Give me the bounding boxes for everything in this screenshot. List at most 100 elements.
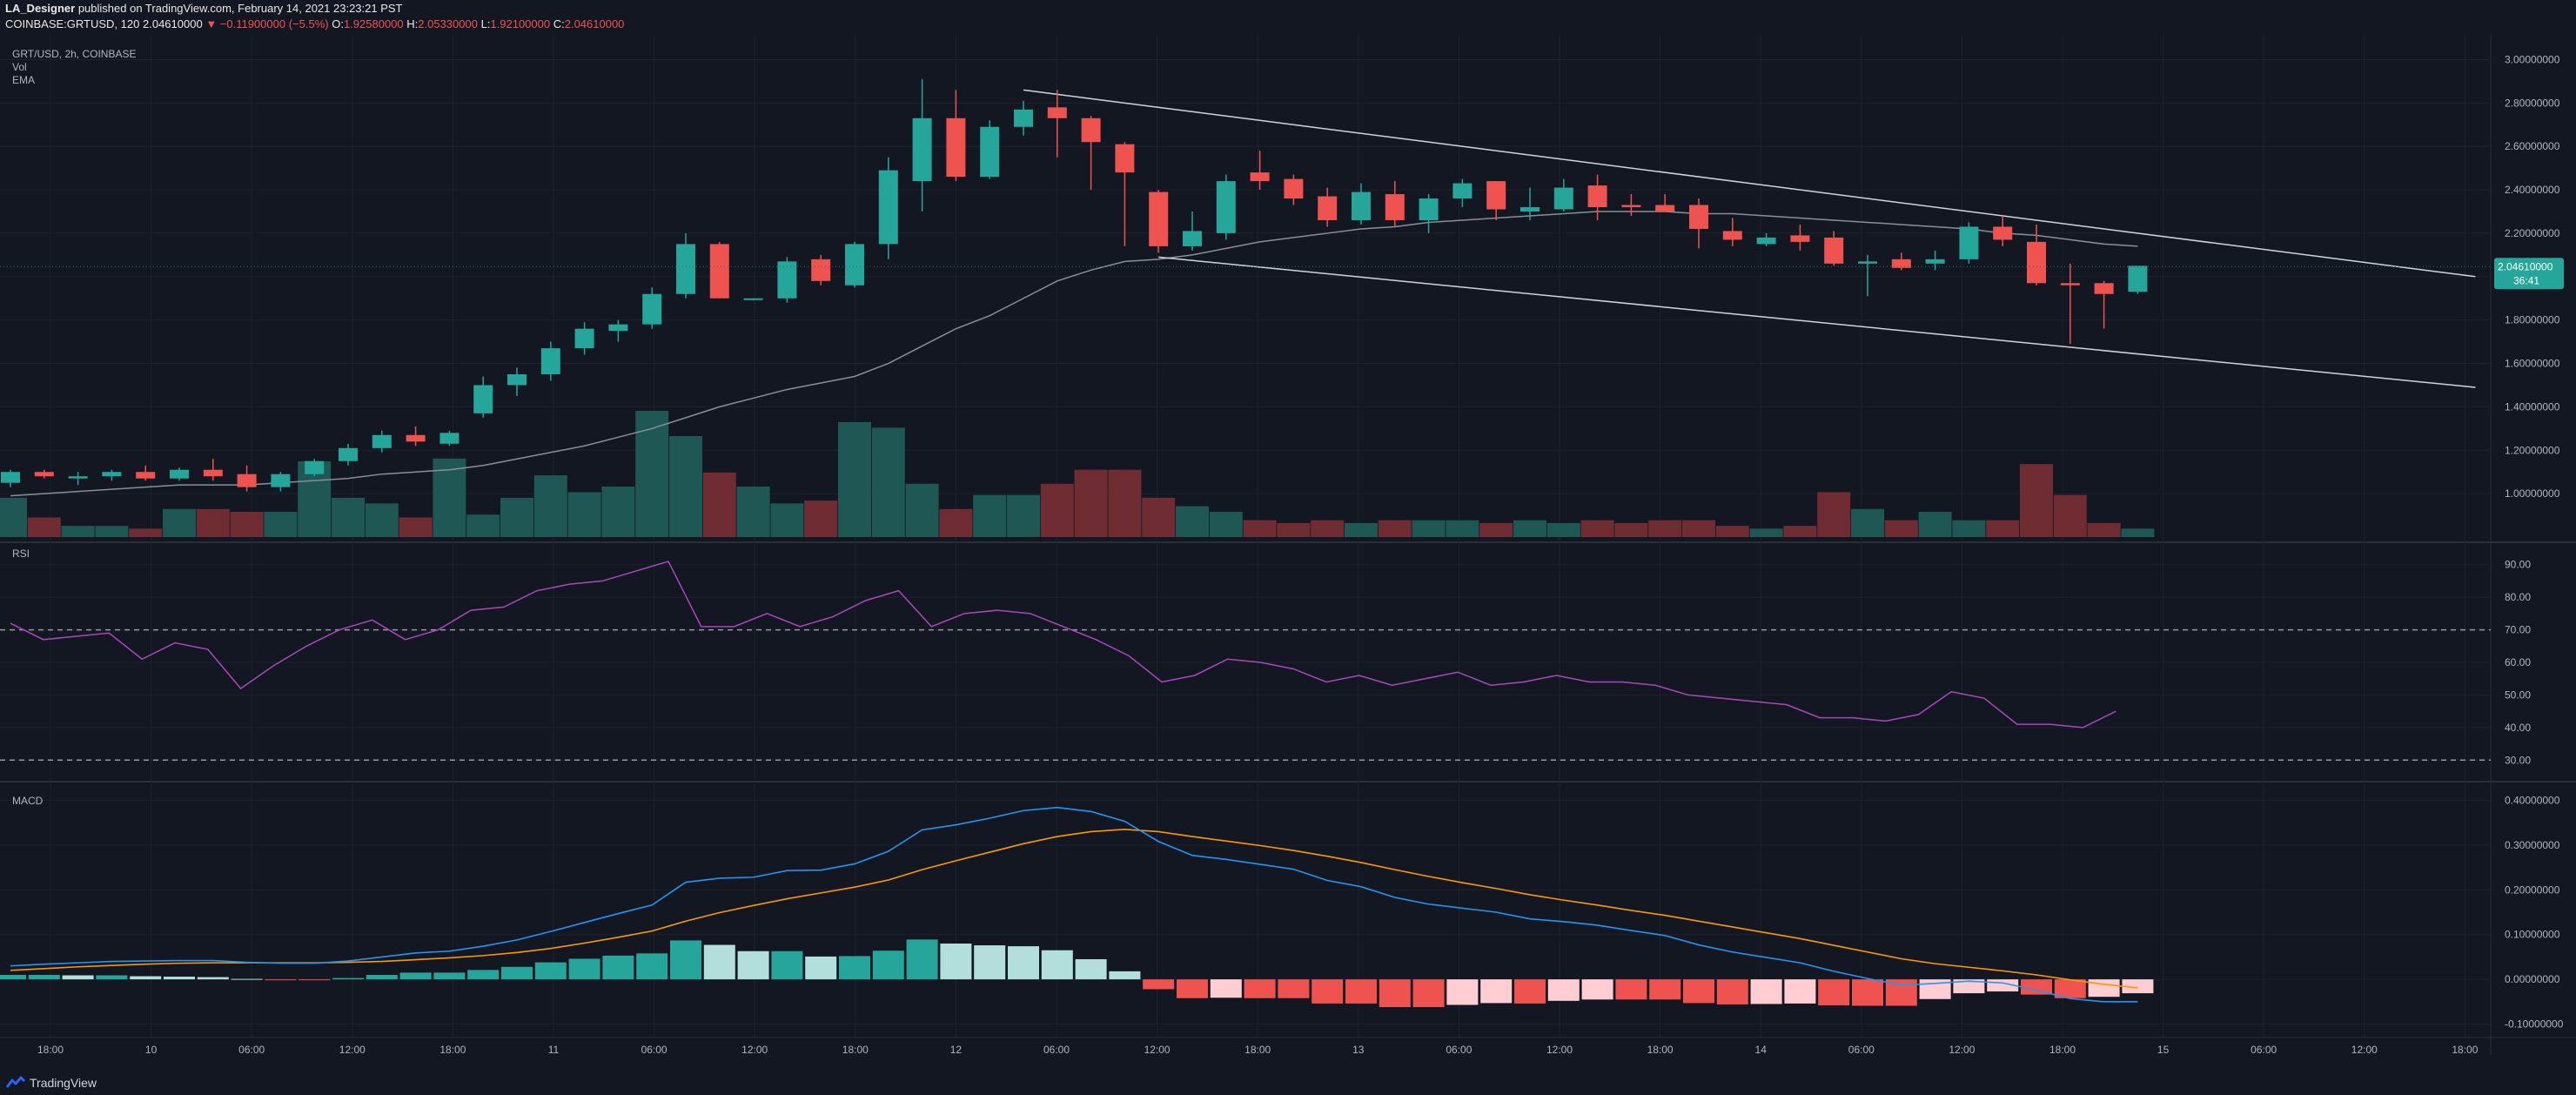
volume-bar	[567, 492, 601, 537]
volume-bar	[1884, 520, 1918, 537]
candle	[1081, 116, 1101, 191]
macd-tick-label: 0.10000000	[2505, 929, 2560, 941]
macd-histogram-bar	[1244, 979, 1276, 998]
volume-bar	[0, 497, 27, 537]
volume-bar	[770, 503, 804, 537]
candle	[1553, 178, 1573, 212]
chart-canvas[interactable]: 18:00 10 06:00 12:00 18:00 11 06:00 12:00 18:00 1…	[0, 35, 2576, 1071]
candle-body	[170, 469, 189, 479]
candle-body	[709, 244, 729, 299]
volume-bar	[264, 512, 298, 537]
volume-bar	[905, 483, 939, 537]
volume-bar	[61, 526, 95, 537]
macd-histogram-bar	[1514, 979, 1546, 1004]
macd-tick-label: 0.00000000	[2505, 973, 2560, 985]
volume-bar	[1040, 483, 1074, 537]
macd-histogram-bar	[1412, 979, 1445, 1008]
macd-histogram-bar	[299, 979, 331, 981]
candle-body	[1, 472, 20, 483]
volume-bar	[2020, 464, 2053, 537]
volume-bar	[1614, 522, 1648, 537]
candle-body	[1587, 185, 1607, 208]
macd-histogram-bar	[96, 975, 128, 980]
candle-body	[372, 434, 392, 448]
time-tick-label: 12:00	[1144, 1044, 1171, 1056]
candle	[2094, 280, 2114, 329]
time-tick-label: 12:00	[339, 1044, 366, 1056]
candle	[1587, 174, 1607, 220]
author-name[interactable]: LA_Designer	[5, 2, 76, 15]
candle	[507, 367, 527, 396]
volume-bar	[230, 512, 264, 537]
macd-histogram-bar	[2054, 979, 2086, 998]
candle-body	[878, 170, 898, 245]
time-tick-label: 12	[950, 1044, 963, 1056]
macd-histogram-bar	[670, 940, 701, 980]
macd-histogram-bar	[231, 978, 263, 980]
candle	[237, 465, 257, 492]
candle-body	[2128, 265, 2148, 292]
time-tick-label: 12:00	[741, 1044, 768, 1056]
macd-histogram-bar	[1683, 979, 1714, 1004]
chart-background	[0, 35, 2576, 1071]
macd-histogram-bar	[1547, 979, 1580, 1001]
price-tick-label: 2.40000000	[2505, 184, 2560, 196]
rsi-tick-label: 40.00	[2505, 722, 2531, 734]
macd-histogram-bar	[1818, 979, 1850, 1005]
candle	[676, 232, 695, 299]
candle	[1993, 215, 2013, 246]
volume-bar	[736, 487, 770, 537]
candle-body	[1621, 205, 1641, 208]
candle-body	[980, 126, 1000, 178]
time-tick-label: 12:00	[1949, 1044, 1975, 1056]
candle	[406, 426, 426, 447]
macd-histogram-bar	[1345, 979, 1377, 1004]
candle	[1858, 254, 1877, 297]
candle	[1250, 151, 1270, 191]
candle	[1014, 100, 1033, 136]
ohlc-line: COINBASE:GRTUSD, 120 2.04610000 ▼ −0.119…	[5, 17, 624, 30]
candle-body	[68, 476, 88, 479]
macd-legend: MACD	[12, 795, 44, 807]
macd-histogram-bar	[1278, 979, 1310, 998]
trendline	[1158, 256, 2476, 388]
volume-bar	[1412, 520, 1446, 537]
macd-histogram-bar	[2088, 979, 2120, 998]
volume-bar	[163, 508, 196, 537]
macd-histogram-bar	[28, 975, 60, 980]
macd-histogram-bar	[265, 979, 297, 981]
volume-legend: Vol	[12, 61, 27, 73]
candle-body	[305, 460, 325, 474]
volume-bar	[1446, 520, 1479, 537]
macd-histogram-bar	[906, 939, 938, 980]
trendline	[1023, 89, 2476, 278]
candle-body	[845, 244, 864, 286]
candle	[339, 443, 358, 466]
candle-body	[1824, 237, 1844, 264]
candle	[1047, 90, 1067, 158]
candle-body	[136, 472, 156, 479]
volume-bar	[1513, 520, 1546, 537]
volume-bar	[635, 411, 669, 537]
candle-body	[811, 259, 831, 281]
volume-bar	[1108, 469, 1142, 537]
price-tag-value: 2.04610000	[2498, 260, 2553, 272]
candle-body	[1553, 187, 1573, 210]
macd-tick-label: -0.10000000	[2505, 1018, 2564, 1031]
price-tick-label: 1.20000000	[2505, 444, 2560, 456]
volume-bar	[1648, 520, 1682, 537]
price-tag-countdown: 36:41	[2513, 274, 2539, 286]
macd-histogram-bar	[534, 962, 567, 980]
candle	[136, 465, 156, 481]
candle-body	[1452, 183, 1472, 199]
brand-label[interactable]: TradingView	[30, 1076, 97, 1090]
candle	[473, 376, 493, 418]
macd-tick-label: 0.40000000	[2505, 794, 2560, 806]
volume-bar	[433, 458, 466, 537]
macd-histogram-bar	[940, 944, 972, 980]
ema-line	[10, 211, 2138, 497]
tradingview-logo-icon	[5, 1076, 26, 1088]
candle-body	[676, 244, 695, 294]
rsi-legend: RSI	[12, 548, 30, 560]
candle-body	[1284, 178, 1304, 199]
